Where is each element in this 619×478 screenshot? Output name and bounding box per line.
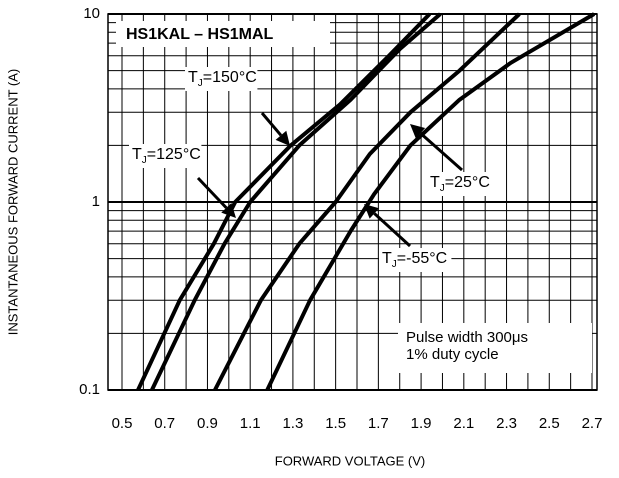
annotation-part: T xyxy=(430,174,440,191)
x-tick-label: 1.3 xyxy=(282,415,303,432)
annotation-sub: J xyxy=(392,259,397,270)
x-tick-label: 1.7 xyxy=(368,415,389,432)
arrow xyxy=(419,132,463,172)
x-tick-label: 2.5 xyxy=(539,415,560,432)
x-tick-label: 0.9 xyxy=(197,415,218,432)
x-tick-label: 1.1 xyxy=(240,415,261,432)
annotation: TJ=125°C xyxy=(132,146,201,165)
x-axis-label: FORWARD VOLTAGE (V) xyxy=(275,453,425,468)
annotation-part: T xyxy=(382,250,392,267)
arrow xyxy=(373,212,412,248)
arrow-head xyxy=(410,124,426,139)
annotation-part: =150°C xyxy=(203,69,257,86)
x-tick-label: 2.3 xyxy=(496,415,517,432)
note-box xyxy=(398,323,592,373)
annotation-part: =-55°C xyxy=(397,250,447,267)
arrow xyxy=(260,112,283,137)
annotation-part: =25°C xyxy=(445,174,490,191)
annotation-part: =125°C xyxy=(147,146,201,163)
series-line xyxy=(150,12,442,391)
annotation: TJ=-55°C xyxy=(382,250,447,269)
arrow-head xyxy=(364,204,380,219)
series-line xyxy=(265,12,596,391)
note: Pulse width 300μs xyxy=(406,329,528,346)
series-line xyxy=(213,12,521,391)
chart-title: HS1KAL – HS1MAL xyxy=(126,26,274,43)
series-line xyxy=(136,12,432,391)
x-tick-label: 1.5 xyxy=(325,415,346,432)
arrow-head xyxy=(221,203,236,218)
arrow-head xyxy=(275,130,290,146)
annotation-bg xyxy=(379,248,452,272)
annotation: TJ=25°C xyxy=(430,174,490,193)
y-tick-label: 10 xyxy=(83,5,100,22)
annotation-sub: J xyxy=(198,78,203,89)
annotation-part: T xyxy=(188,69,198,86)
annotation-part: T xyxy=(132,146,142,163)
annotation-sub: J xyxy=(440,183,445,194)
x-tick-label: 2.7 xyxy=(582,415,603,432)
y-axis-label: INSTANTANEOUS FORWARD CURRENT (A) xyxy=(5,69,20,336)
annotation-sub: J xyxy=(142,155,147,166)
title-box xyxy=(116,21,330,47)
annotation-bg xyxy=(427,172,491,196)
annotation: TJ=150°C xyxy=(188,69,257,88)
annotation-bg xyxy=(129,144,202,168)
x-tick-label: 1.9 xyxy=(411,415,432,432)
x-tick-label: 0.5 xyxy=(112,415,133,432)
arrow xyxy=(196,176,228,209)
annotation-bg xyxy=(185,67,258,91)
x-tick-label: 2.1 xyxy=(453,415,474,432)
x-tick-label: 0.7 xyxy=(154,415,175,432)
y-tick-label: 1 xyxy=(92,193,100,210)
y-tick-label: 0.1 xyxy=(79,381,100,398)
note: 1% duty cycle xyxy=(406,346,499,363)
